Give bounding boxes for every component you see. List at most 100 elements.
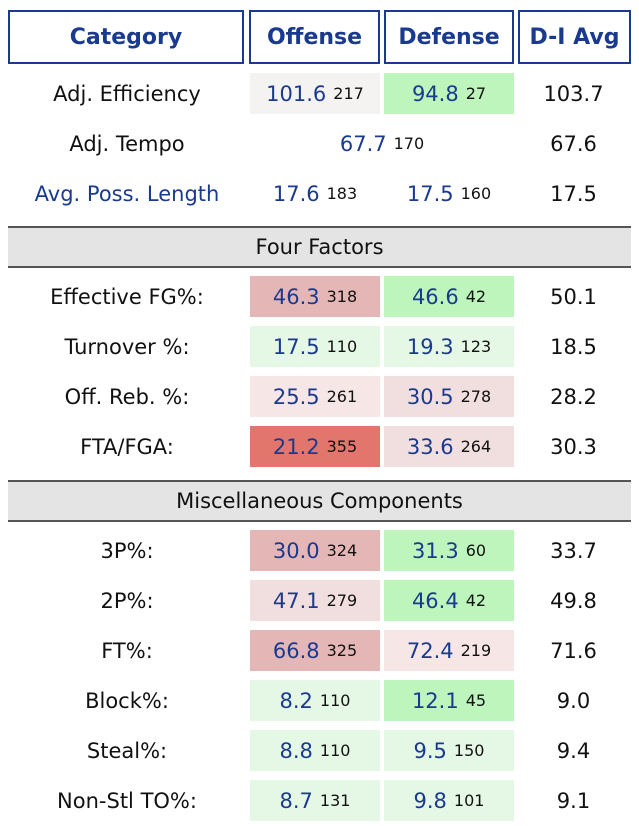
defense-rank: 264	[460, 437, 492, 456]
offense-value: 8.2	[279, 688, 313, 713]
row-off-reb-pct: Off. Reb. %: 25.5 261 30.5 278 28.2	[0, 372, 639, 422]
offense-cell: 17.5 110	[250, 326, 380, 367]
offense-value: 25.5	[272, 384, 320, 409]
offense-rank: 325	[326, 641, 358, 660]
section-header-misc-components: Miscellaneous Components	[8, 480, 631, 522]
defense-rank: 60	[465, 541, 487, 560]
offense-cell: 21.2 355	[250, 426, 380, 467]
di-avg-value: 33.7	[550, 539, 597, 563]
offense-rank: 318	[326, 287, 358, 306]
defense-cell: 46.6 42	[384, 276, 514, 317]
defense-cell: 46.4 42	[384, 580, 514, 621]
row-adj-tempo: Adj. Tempo 67.7 170 67.6	[0, 119, 639, 169]
defense-value: 94.8	[411, 81, 459, 106]
offense-value: 46.3	[272, 284, 320, 309]
offense-cell: 8.8 110	[250, 730, 380, 771]
defense-value: 31.3	[411, 538, 459, 563]
defense-value: 72.4	[406, 638, 454, 663]
header-category[interactable]: Category	[8, 10, 244, 64]
offense-value: 30.0	[272, 538, 320, 563]
defense-cell: 9.8 101	[384, 780, 514, 821]
row-label: 3P%:	[100, 539, 154, 563]
row-block-pct: Block%: 8.2 110 12.1 45 9.0	[0, 676, 639, 726]
row-non-stl-to-pct: Non-Stl TO%: 8.7 131 9.8 101 9.1	[0, 776, 639, 826]
offense-rank: 217	[333, 84, 364, 103]
offense-value: 8.7	[279, 788, 313, 813]
row-adj-efficiency: Adj. Efficiency 101.6 217 94.8 27 103.7	[0, 69, 639, 119]
row-label: Non-Stl TO%:	[57, 789, 197, 813]
defense-value: 30.5	[406, 384, 454, 409]
offense-cell: 8.7 131	[250, 780, 380, 821]
row-label: Steal%:	[86, 739, 168, 763]
offense-value: 47.1	[272, 588, 320, 613]
defense-rank: 27	[465, 84, 487, 103]
offense-value: 17.5	[272, 334, 320, 359]
defense-cell: 30.5 278	[384, 376, 514, 417]
avg-poss-length-link[interactable]: Avg. Poss. Length	[34, 182, 220, 206]
offense-rank: 131	[319, 791, 351, 810]
offense-rank: 355	[326, 437, 358, 456]
di-avg-value: 9.1	[556, 789, 591, 813]
offense-cell: 25.5 261	[250, 376, 380, 417]
defense-value: 12.1	[411, 688, 459, 713]
offense-cell: 47.1 279	[250, 580, 380, 621]
di-avg-value: 17.5	[550, 182, 597, 206]
di-avg-value: 9.0	[556, 689, 591, 713]
defense-value: 9.5	[413, 738, 447, 763]
di-avg-value: 50.1	[550, 285, 597, 309]
di-avg-value: 103.7	[543, 82, 604, 106]
di-avg-value: 30.3	[550, 435, 597, 459]
offense-rank: 110	[319, 691, 351, 710]
defense-rank: 101	[453, 791, 485, 810]
defense-value: 46.6	[411, 284, 459, 309]
offense-rank: 110	[326, 337, 358, 356]
offense-cell: 46.3 318	[250, 276, 380, 317]
offense-value: 21.2	[272, 434, 320, 459]
row-turnover-pct: Turnover %: 17.5 110 19.3 123 18.5	[0, 322, 639, 372]
offense-value: 101.6	[266, 81, 327, 106]
di-avg-value: 67.6	[550, 132, 597, 156]
section-header-four-factors: Four Factors	[8, 226, 631, 268]
offense-cell: 66.8 325	[250, 630, 380, 671]
defense-cell: 19.3 123	[384, 326, 514, 367]
offense-rank: 279	[326, 591, 358, 610]
defense-cell: 72.4 219	[384, 630, 514, 671]
defense-value: 33.6	[406, 434, 454, 459]
row-label: Turnover %:	[64, 335, 190, 359]
defense-rank: 42	[465, 591, 487, 610]
row-label: Adj. Tempo	[69, 132, 185, 156]
di-avg-value: 18.5	[550, 335, 597, 359]
row-ft-pct: FT%: 66.8 325 72.4 219 71.6	[0, 626, 639, 676]
defense-cell: 12.1 45	[384, 680, 514, 721]
row-steal-pct: Steal%: 8.8 110 9.5 150 9.4	[0, 726, 639, 776]
row-label: 2P%:	[100, 589, 154, 613]
defense-rank: 45	[465, 691, 487, 710]
row-fta-fga: FTA/FGA: 21.2 355 33.6 264 30.3	[0, 422, 639, 472]
offense-cell: 101.6 217	[250, 73, 380, 114]
defense-cell: 9.5 150	[384, 730, 514, 771]
offense-cell: 30.0 324	[250, 530, 380, 571]
offense-value: 66.8	[272, 638, 320, 663]
defense-value: 19.3	[406, 334, 454, 359]
defense-rank: 123	[460, 337, 492, 356]
row-label: Adj. Efficiency	[53, 82, 201, 106]
offense-rank: 324	[326, 541, 358, 560]
defense-value: 46.4	[411, 588, 459, 613]
row-effective-fg: Effective FG%: 46.3 318 46.6 42 50.1	[0, 272, 639, 322]
header-offense[interactable]: Offense	[249, 10, 380, 64]
defense-cell: 33.6 264	[384, 426, 514, 467]
tempo-cell: 67.7 170	[250, 123, 514, 164]
row-avg-poss-length: Avg. Poss. Length 17.6 183 17.5 160 17.5	[0, 169, 639, 219]
offense-rank: 261	[326, 387, 358, 406]
row-label: Effective FG%:	[50, 285, 204, 309]
offense-value: 17.6	[272, 181, 320, 206]
row-label: FTA/FGA:	[80, 435, 174, 459]
defense-cell: 94.8 27	[384, 73, 514, 114]
header-di-avg[interactable]: D-I Avg	[518, 10, 631, 64]
tempo-value: 67.7	[339, 131, 387, 156]
header-defense[interactable]: Defense	[384, 10, 514, 64]
row-2p-pct: 2P%: 47.1 279 46.4 42 49.8	[0, 576, 639, 626]
defense-value: 9.8	[413, 788, 447, 813]
defense-value: 17.5	[406, 181, 454, 206]
